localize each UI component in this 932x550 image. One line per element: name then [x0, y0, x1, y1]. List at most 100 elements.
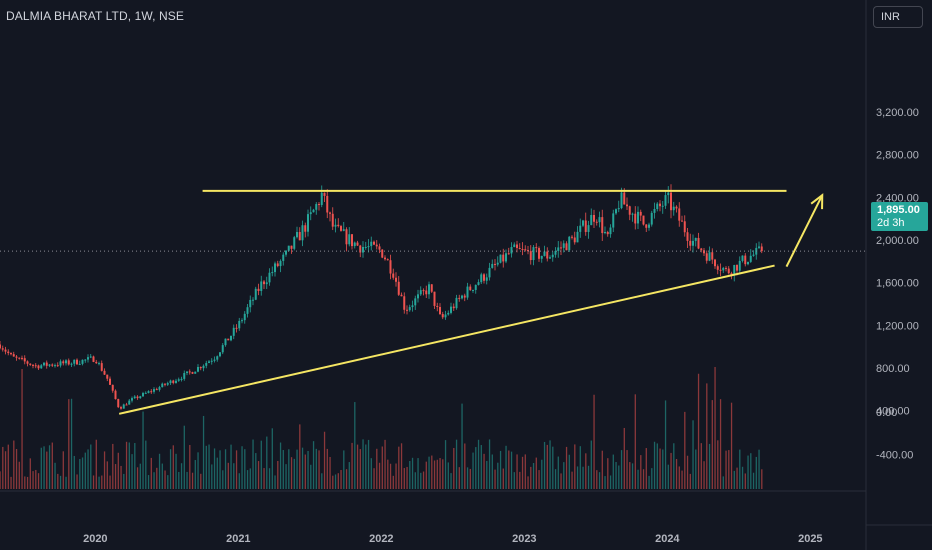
volume-bar [213, 448, 216, 489]
candle-body [282, 254, 285, 261]
candle-body [51, 364, 54, 366]
candle-body [582, 220, 584, 226]
candle-body [637, 211, 639, 224]
time-tick-label: 2021 [226, 533, 250, 545]
candle-body [408, 307, 411, 311]
candle-body [502, 254, 505, 262]
candle-body [485, 277, 488, 281]
candle-body [689, 240, 692, 246]
candle-body [65, 360, 67, 364]
candle-body [271, 272, 274, 274]
candle-body [208, 361, 210, 363]
volume-bar [744, 473, 746, 489]
candle-body [483, 274, 485, 281]
price-tick-label: 2,400.00 [876, 192, 919, 204]
volume-bar [241, 446, 243, 489]
candle-body [392, 273, 395, 278]
currency-button[interactable]: INR [873, 6, 923, 28]
volume-bar [387, 459, 389, 489]
volume-bar [4, 451, 7, 489]
volume-bar [414, 472, 416, 489]
drawing-annotations[interactable] [118, 189, 824, 415]
volume-bar [587, 465, 590, 489]
candle-body [744, 255, 747, 265]
price-axis[interactable]: 400.00 800.00 1,200.00 1,600.00 2,000.00 2,40… [876, 107, 919, 418]
volume-bar [491, 454, 493, 489]
price-tick-label: 1,200.00 [876, 320, 919, 332]
candle-body [139, 396, 142, 399]
candle-body [620, 192, 623, 209]
volume-bar [340, 470, 342, 489]
volume-bar [285, 464, 287, 489]
candle-body [678, 208, 681, 221]
volume-bar [464, 443, 466, 489]
candle-body [551, 254, 554, 258]
candle-body [210, 360, 213, 362]
volume-bar [736, 467, 738, 489]
price-tick-label: 400.00 [876, 406, 910, 418]
volume-bar [406, 466, 408, 489]
candle-body [307, 214, 309, 232]
volume-bar [524, 454, 526, 489]
candle-body [406, 309, 408, 311]
volume-bar [301, 447, 304, 489]
breakout-arrow-head [810, 193, 824, 210]
candle-body [384, 257, 386, 260]
volume-bar [439, 458, 441, 489]
volume-bar [618, 465, 620, 489]
candle-body [180, 378, 183, 380]
time-axis[interactable]: 2020 2021 2022 2023 2024 2025 [83, 533, 822, 545]
candle-body [312, 209, 315, 213]
volume-bar [642, 469, 645, 489]
candle-body [532, 247, 535, 261]
candle-body [705, 253, 708, 261]
candle-body [103, 370, 106, 375]
volume-bar [57, 473, 59, 489]
volume-bar [472, 452, 474, 489]
volume-bar [208, 444, 210, 489]
volume-bar [378, 462, 381, 489]
candle-body [609, 227, 612, 235]
volume-bar [535, 457, 537, 489]
rising-trendline [118, 264, 775, 415]
candle-body [232, 327, 235, 336]
volume-bar [398, 446, 400, 489]
candle-body [48, 364, 51, 366]
volume-bar [706, 383, 708, 489]
volume-bar [469, 468, 471, 489]
candle-body [626, 204, 628, 207]
candle-body [496, 262, 499, 265]
candle-body [26, 361, 29, 364]
candle-body [252, 299, 254, 301]
volume-bar [178, 471, 180, 489]
volume-bar [268, 468, 271, 489]
time-tick-label: 2023 [512, 533, 536, 545]
candle-body [601, 217, 604, 234]
candle-body [477, 282, 480, 285]
candle-body [177, 379, 180, 381]
candle-body [378, 246, 381, 250]
candle-body [100, 363, 103, 371]
candle-body [642, 215, 645, 225]
candle-body [722, 267, 725, 271]
volume-bar [708, 443, 711, 489]
volume-bar [697, 373, 700, 489]
candle-body [606, 231, 609, 235]
price-tick-label: 2,000.00 [876, 235, 919, 247]
candle-body [345, 229, 348, 245]
volume-bar [354, 402, 356, 489]
volume-bar [455, 439, 458, 489]
volume-bar [563, 462, 565, 489]
volume-bar [722, 476, 724, 489]
candle-body [700, 248, 703, 251]
volume-bar [216, 457, 218, 489]
candle-body [433, 291, 436, 306]
candle-body [263, 281, 265, 285]
volume-bar [227, 462, 229, 489]
volume-bar [0, 471, 1, 489]
volume-bar [585, 453, 587, 489]
candle-body [697, 237, 700, 249]
candle-body [507, 253, 510, 255]
volume-bar [717, 440, 719, 489]
